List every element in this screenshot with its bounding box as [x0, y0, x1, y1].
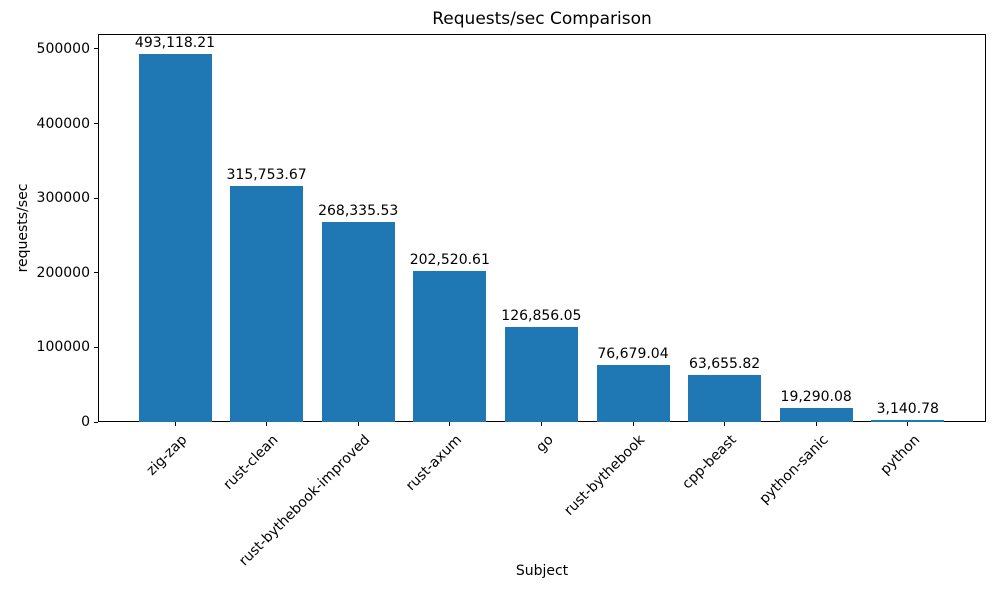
y-axis-tick-mark	[94, 421, 98, 423]
bar-go	[504, 327, 578, 422]
bar-value-label: 493,118.21	[134, 35, 216, 52]
bar-rust-clean	[230, 186, 304, 422]
x-axis-tick-mark	[907, 422, 909, 426]
y-axis-tick-mark	[94, 272, 98, 274]
x-tick-label-python: python	[877, 432, 924, 478]
y-axis-tick-mark	[94, 123, 98, 125]
x-tick-label-python-sanic: python-sanic	[756, 432, 832, 508]
bar-rust-bythebook-improved	[321, 221, 395, 422]
x-tick-label-rust-axum: rust-axum	[403, 432, 466, 495]
x-axis-tick-mark	[174, 422, 176, 426]
bar-python-sanic	[779, 407, 853, 422]
x-tick-label-cpp-beast: cpp-beast	[679, 432, 740, 493]
x-tick-label-rust-clean: rust-clean	[221, 432, 282, 493]
y-tick-label: 100000	[36, 339, 90, 356]
bar-zig-zap	[138, 54, 212, 422]
y-tick-label: 400000	[36, 115, 90, 132]
bar-cpp-beast	[688, 374, 762, 422]
y-tick-label: 300000	[36, 190, 90, 207]
chart-title: Requests/sec Comparison	[432, 9, 652, 29]
bar-python	[871, 419, 945, 422]
y-tick-label: 0	[81, 414, 90, 430]
bar-value-label: 19,290.08	[780, 388, 852, 405]
x-axis-label: Subject	[515, 563, 569, 579]
bar-value-label: 3,140.78	[876, 400, 939, 417]
x-axis-tick-mark	[357, 422, 359, 426]
y-tick-label: 200000	[36, 264, 90, 281]
bar-rust-axum	[413, 270, 487, 422]
y-axis-label: requests/sec	[15, 183, 31, 273]
x-axis-tick-mark	[540, 422, 542, 426]
x-axis-tick-mark	[815, 422, 817, 426]
x-axis-tick-mark	[266, 422, 268, 426]
bar-rust-bythebook	[596, 364, 670, 422]
x-tick-label-zig-zap: zig-zap	[143, 432, 191, 479]
bar-value-label: 126,856.05	[501, 308, 582, 325]
bar-value-label: 76,679.04	[597, 345, 669, 362]
y-tick-label: 500000	[36, 40, 90, 57]
x-axis-tick-mark	[632, 422, 634, 426]
x-tick-label-go: go	[533, 432, 557, 456]
x-tick-label-rust-bythebook: rust-bythebook	[561, 432, 649, 519]
x-axis-tick-mark	[724, 422, 726, 426]
y-axis-tick-mark	[94, 48, 98, 50]
bar-value-label: 63,655.82	[688, 355, 761, 372]
bar-value-label: 202,520.61	[409, 251, 490, 268]
y-axis-tick-mark	[94, 346, 98, 348]
bar-value-label: 268,335.53	[318, 202, 399, 219]
bar-value-label: 315,753.67	[226, 167, 307, 184]
y-axis-tick-mark	[94, 197, 98, 199]
x-axis-tick-mark	[449, 422, 451, 426]
